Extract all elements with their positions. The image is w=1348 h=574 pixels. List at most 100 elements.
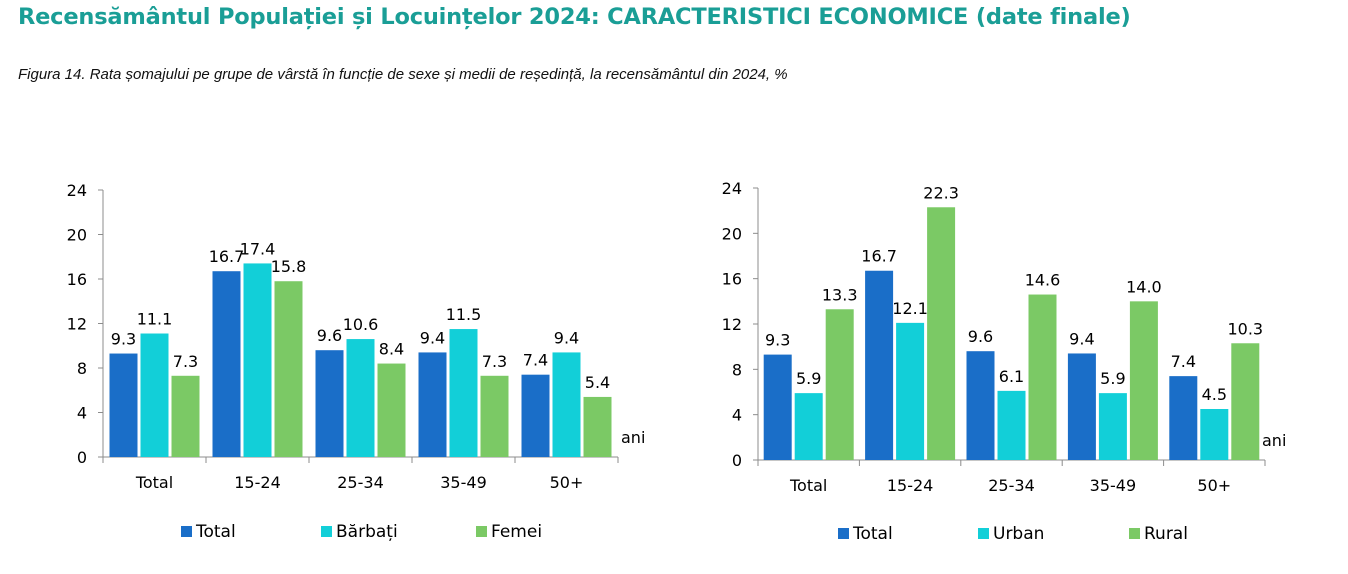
bar-total-35-49 (1067, 353, 1096, 460)
y-tick-label: 4 (732, 406, 742, 425)
bar-femei-25-34 (377, 363, 406, 457)
y-tick-label: 0 (77, 448, 87, 467)
legend-swatch-total (181, 526, 192, 537)
data-label-b-rba-i-50: 9.4 (554, 328, 579, 347)
bar-b-rba-i-25-34 (346, 339, 375, 457)
data-label-total-50: 7.4 (1171, 352, 1196, 371)
data-label-total-total: 9.3 (765, 331, 790, 350)
category-label: Total (789, 476, 827, 495)
y-tick-label: 0 (732, 451, 742, 470)
legend-swatch-femei (476, 526, 487, 537)
y-tick-label: 24 (722, 179, 742, 198)
y-tick-label: 4 (77, 404, 87, 423)
data-label-femei-35-49: 7.3 (482, 352, 507, 371)
figure-caption: Figura 14. Rata șomajului pe grupe de vâ… (18, 66, 788, 83)
x-axis-label: ani (1262, 431, 1286, 450)
y-tick-label: 20 (67, 226, 87, 245)
page-title: Recensământul Populației și Locuințelor … (18, 4, 1131, 30)
data-label-femei-total: 7.3 (173, 352, 198, 371)
legend-swatch-b-rba-i (321, 526, 332, 537)
bar-b-rba-i-50 (552, 352, 581, 457)
bar-urban-50 (1200, 409, 1229, 460)
bar-rural-50 (1231, 343, 1260, 460)
data-label-femei-25-34: 8.4 (379, 340, 404, 359)
data-label-rural-50: 10.3 (1227, 319, 1263, 338)
category-label: 50+ (550, 473, 584, 492)
data-label-urban-total: 5.9 (796, 369, 821, 388)
legend-label-b-rba-i: Bărbați (336, 522, 398, 542)
legend-label-femei: Femei (491, 522, 542, 542)
data-label-total-25-34: 9.6 (317, 326, 342, 345)
data-label-total-15-24: 16.7 (861, 247, 897, 266)
bar-total-15-24 (865, 270, 894, 460)
data-label-b-rba-i-25-34: 10.6 (343, 315, 379, 334)
data-label-rural-35-49: 14.0 (1126, 277, 1162, 296)
data-label-rural-15-24: 22.3 (923, 183, 959, 202)
data-label-total-35-49: 9.4 (1069, 329, 1094, 348)
bar-b-rba-i-35-49 (449, 329, 478, 457)
y-tick-label: 8 (77, 359, 87, 378)
legend-label-total: Total (195, 522, 236, 542)
bar-total-25-34 (315, 350, 344, 457)
bar-urban-25-34 (997, 390, 1026, 460)
category-label: 25-34 (337, 473, 384, 492)
legend-label-total: Total (852, 524, 893, 544)
legend-label-urban: Urban (993, 524, 1044, 544)
bar-total-35-49 (418, 352, 447, 457)
data-label-total-50: 7.4 (523, 351, 548, 370)
data-label-femei-15-24: 15.8 (271, 257, 307, 276)
data-label-total-35-49: 9.4 (420, 328, 445, 347)
legend-swatch-urban (978, 528, 989, 539)
y-tick-label: 20 (722, 224, 742, 243)
data-label-rural-25-34: 14.6 (1025, 271, 1061, 290)
bar-rural-35-49 (1129, 301, 1158, 460)
data-label-rural-total: 13.3 (822, 285, 858, 304)
y-tick-label: 12 (67, 315, 87, 334)
bar-b-rba-i-total (140, 333, 169, 457)
bar-total-50 (521, 374, 550, 457)
data-label-b-rba-i-total: 11.1 (137, 310, 173, 329)
data-label-total-25-34: 9.6 (968, 327, 993, 346)
bar-urban-15-24 (896, 322, 925, 460)
data-label-urban-50: 4.5 (1202, 385, 1227, 404)
bar-femei-total (171, 375, 200, 457)
bar-b-rba-i-15-24 (243, 263, 272, 457)
bar-femei-50 (583, 396, 612, 457)
category-label: 25-34 (988, 476, 1035, 495)
legend-swatch-total (838, 528, 849, 539)
category-label: 35-49 (1090, 476, 1137, 495)
bar-rural-15-24 (927, 207, 956, 460)
data-label-urban-15-24: 12.1 (892, 299, 928, 318)
data-label-urban-35-49: 5.9 (1100, 369, 1125, 388)
bar-urban-total (794, 393, 823, 460)
x-axis-label: ani (621, 428, 645, 447)
bar-rural-25-34 (1028, 294, 1057, 460)
data-label-b-rba-i-15-24: 17.4 (240, 239, 276, 258)
y-tick-label: 8 (732, 360, 742, 379)
y-tick-label: 12 (722, 315, 742, 334)
y-tick-label: 24 (67, 181, 87, 200)
data-label-b-rba-i-35-49: 11.5 (446, 305, 482, 324)
bar-total-total (109, 353, 138, 457)
bar-femei-35-49 (480, 375, 509, 457)
data-label-femei-50: 5.4 (585, 373, 610, 392)
y-tick-label: 16 (67, 270, 87, 289)
category-label: 35-49 (440, 473, 487, 492)
legend-label-rural: Rural (1144, 524, 1188, 544)
data-label-total-total: 9.3 (111, 330, 136, 349)
bar-rural-total (825, 309, 854, 460)
category-label: Total (135, 473, 173, 492)
bar-total-15-24 (212, 271, 241, 457)
category-label: 15-24 (887, 476, 934, 495)
bar-urban-35-49 (1098, 393, 1127, 460)
data-label-total-15-24: 16.7 (209, 247, 245, 266)
data-label-urban-25-34: 6.1 (999, 367, 1024, 386)
bar-total-25-34 (966, 351, 995, 460)
bar-femei-15-24 (274, 281, 303, 457)
y-tick-label: 16 (722, 270, 742, 289)
category-label: 50+ (1197, 476, 1231, 495)
bar-total-total (763, 354, 792, 460)
bar-total-50 (1169, 376, 1198, 460)
